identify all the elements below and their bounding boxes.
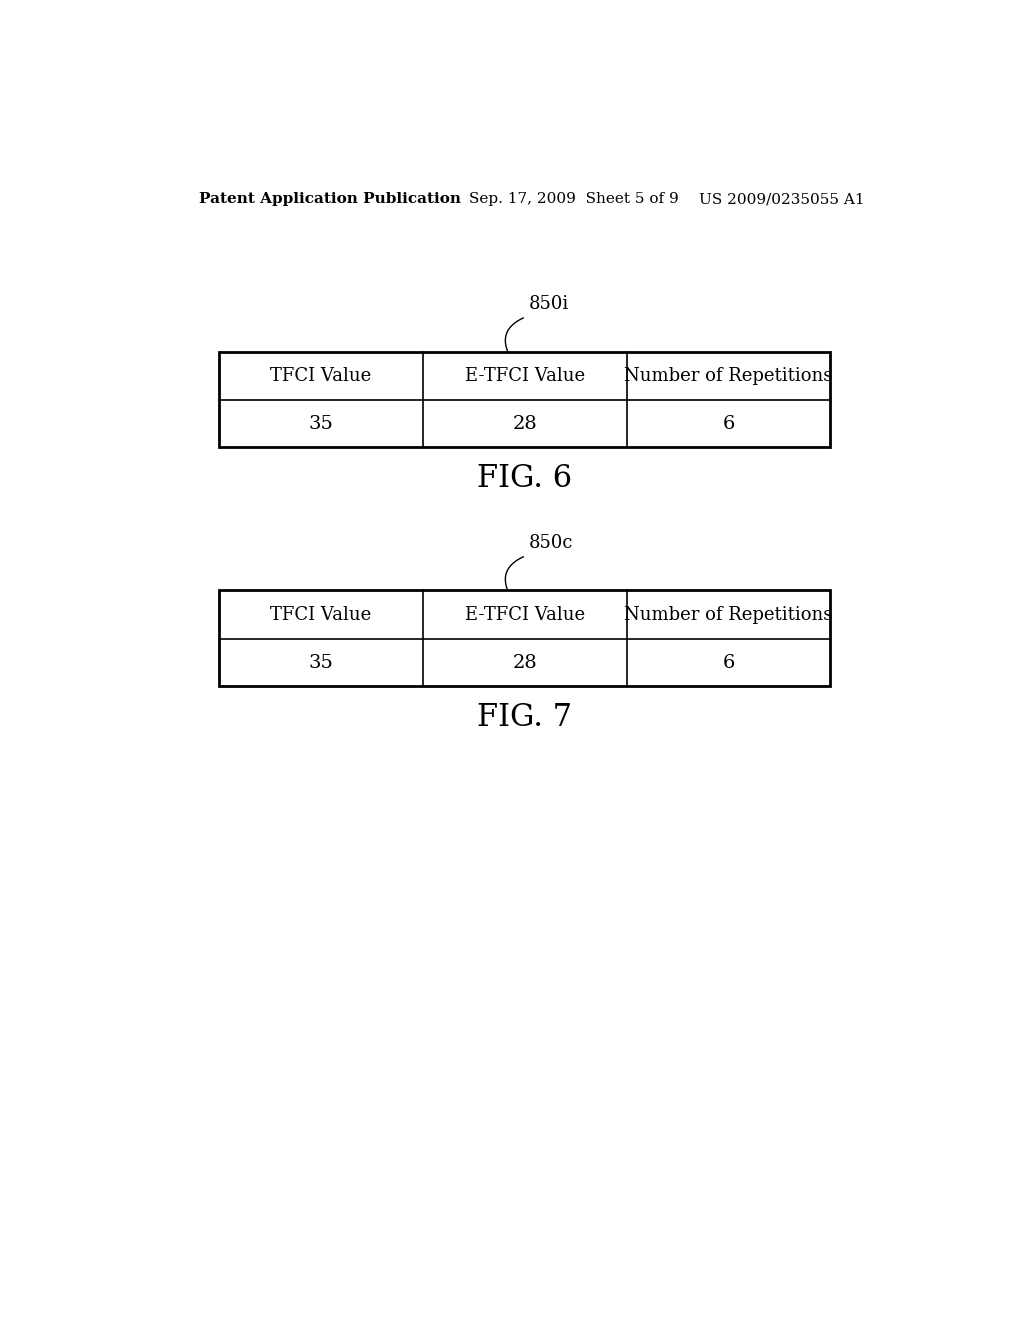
Text: FIG. 6: FIG. 6: [477, 463, 572, 494]
Bar: [219, 351, 830, 447]
Text: TFCI Value: TFCI Value: [270, 606, 372, 624]
Bar: [219, 590, 830, 686]
Text: 6: 6: [722, 414, 734, 433]
Text: 35: 35: [308, 653, 334, 672]
Text: 850c: 850c: [528, 533, 573, 552]
Text: 35: 35: [308, 414, 334, 433]
Text: Sep. 17, 2009  Sheet 5 of 9: Sep. 17, 2009 Sheet 5 of 9: [469, 191, 679, 206]
Text: 28: 28: [512, 653, 538, 672]
Text: 850i: 850i: [528, 294, 569, 313]
Text: Patent Application Publication: Patent Application Publication: [200, 191, 462, 206]
Text: 6: 6: [722, 653, 734, 672]
Text: Number of Repetitions: Number of Repetitions: [625, 367, 833, 385]
Text: FIG. 7: FIG. 7: [477, 702, 572, 733]
Text: E-TFCI Value: E-TFCI Value: [465, 606, 585, 624]
Text: 28: 28: [512, 414, 538, 433]
Text: E-TFCI Value: E-TFCI Value: [465, 367, 585, 385]
Text: TFCI Value: TFCI Value: [270, 367, 372, 385]
Text: Number of Repetitions: Number of Repetitions: [625, 606, 833, 624]
Text: US 2009/0235055 A1: US 2009/0235055 A1: [699, 191, 865, 206]
